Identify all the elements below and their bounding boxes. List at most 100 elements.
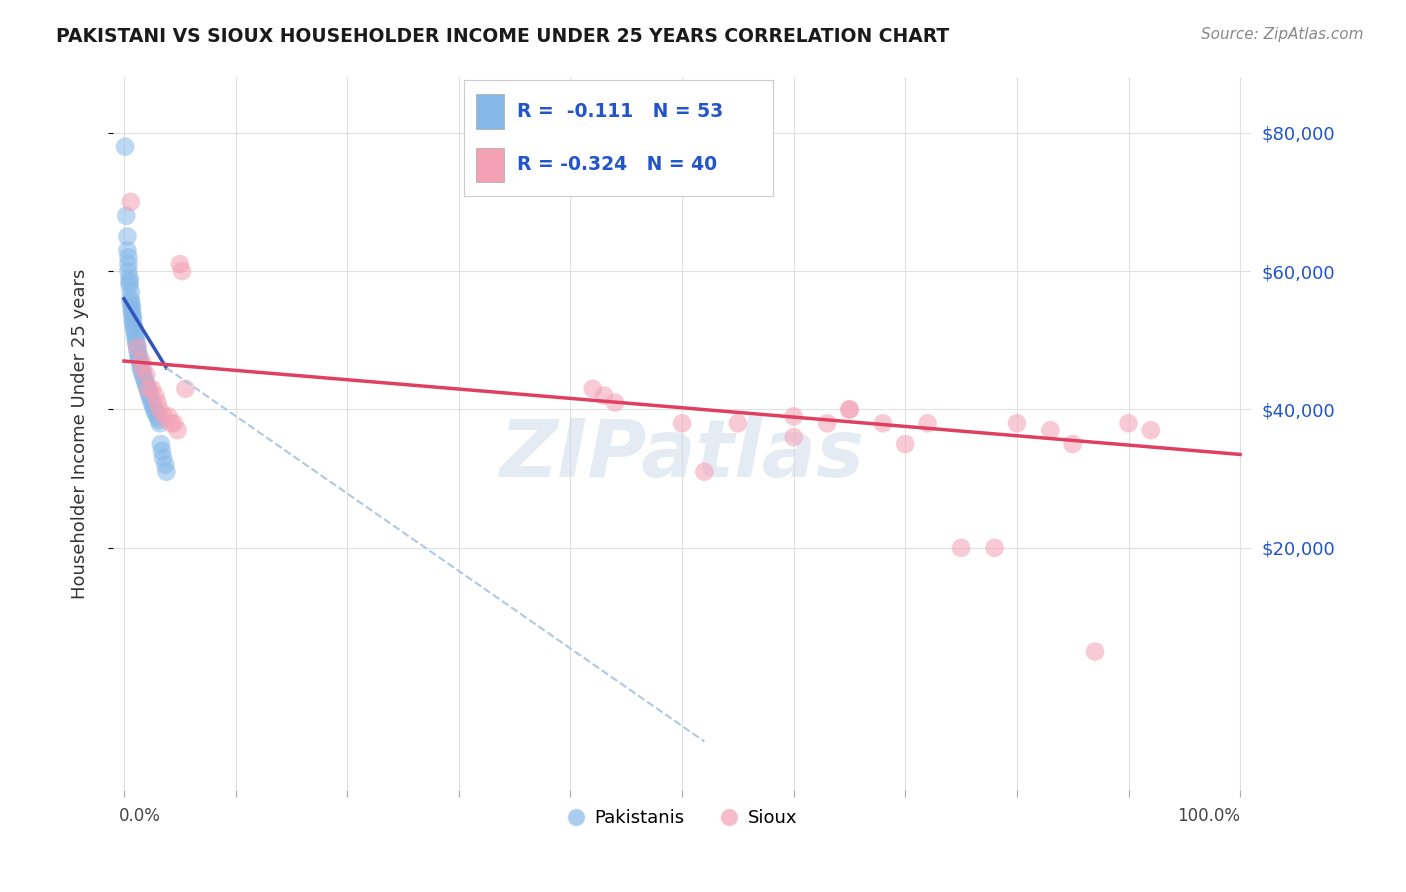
- Y-axis label: Householder Income Under 25 years: Householder Income Under 25 years: [72, 268, 89, 599]
- Point: [135, 368, 157, 382]
- Point: [174, 382, 197, 396]
- Point: [1140, 423, 1163, 437]
- Point: [693, 465, 716, 479]
- Point: [136, 382, 159, 396]
- Point: [132, 368, 155, 382]
- Point: [120, 285, 142, 299]
- Point: [148, 413, 170, 427]
- Point: [122, 309, 145, 323]
- Point: [122, 319, 145, 334]
- Point: [128, 354, 150, 368]
- Point: [950, 541, 973, 555]
- Point: [727, 417, 749, 431]
- Point: [582, 382, 605, 396]
- Point: [128, 351, 150, 365]
- Point: [1062, 437, 1084, 451]
- Point: [166, 423, 188, 437]
- Point: [149, 417, 172, 431]
- Point: [149, 402, 172, 417]
- Point: [138, 385, 160, 400]
- Point: [815, 417, 838, 431]
- Point: [142, 399, 165, 413]
- Point: [143, 389, 166, 403]
- Point: [150, 444, 173, 458]
- Point: [782, 409, 804, 424]
- Point: [169, 257, 191, 271]
- Point: [117, 244, 139, 258]
- Point: [120, 295, 142, 310]
- Point: [117, 257, 139, 271]
- Point: [146, 395, 169, 409]
- Point: [143, 406, 166, 420]
- FancyBboxPatch shape: [477, 147, 505, 182]
- Point: [132, 361, 155, 376]
- Point: [122, 323, 145, 337]
- Text: R =  -0.111   N = 53: R = -0.111 N = 53: [516, 102, 723, 121]
- Point: [117, 250, 139, 264]
- Point: [128, 347, 150, 361]
- Point: [132, 371, 155, 385]
- Point: [149, 437, 172, 451]
- Point: [117, 229, 139, 244]
- Text: PAKISTANI VS SIOUX HOUSEHOLDER INCOME UNDER 25 YEARS CORRELATION CHART: PAKISTANI VS SIOUX HOUSEHOLDER INCOME UN…: [56, 27, 949, 45]
- Point: [120, 292, 142, 306]
- Point: [872, 417, 894, 431]
- Point: [121, 305, 143, 319]
- Point: [125, 333, 148, 347]
- Point: [117, 264, 139, 278]
- Point: [127, 343, 149, 358]
- Point: [138, 382, 160, 396]
- Point: [125, 336, 148, 351]
- Text: ZIPatlas: ZIPatlas: [499, 416, 865, 494]
- Point: [115, 209, 138, 223]
- Point: [134, 375, 156, 389]
- Point: [671, 417, 693, 431]
- Point: [153, 409, 176, 424]
- Point: [129, 358, 152, 372]
- Point: [160, 417, 183, 431]
- Point: [118, 271, 141, 285]
- Legend: Pakistanis, Sioux: Pakistanis, Sioux: [560, 802, 804, 834]
- Point: [135, 378, 157, 392]
- Point: [127, 340, 149, 354]
- Point: [894, 437, 917, 451]
- Point: [157, 409, 180, 424]
- Point: [170, 264, 193, 278]
- Point: [131, 364, 153, 378]
- Point: [163, 417, 186, 431]
- Point: [152, 450, 174, 465]
- Point: [114, 139, 136, 153]
- Point: [121, 302, 143, 317]
- Point: [122, 312, 145, 326]
- Point: [131, 354, 153, 368]
- Point: [155, 465, 177, 479]
- Point: [124, 326, 146, 341]
- Point: [146, 409, 169, 424]
- Text: 0.0%: 0.0%: [118, 807, 160, 825]
- Point: [593, 389, 616, 403]
- Point: [155, 458, 177, 472]
- Point: [121, 299, 143, 313]
- Point: [118, 277, 141, 292]
- Point: [1005, 417, 1028, 431]
- Point: [782, 430, 804, 444]
- Point: [127, 340, 149, 354]
- Point: [917, 417, 939, 431]
- Point: [1118, 417, 1140, 431]
- Point: [122, 316, 145, 330]
- Point: [143, 402, 166, 417]
- Point: [603, 395, 626, 409]
- Point: [1084, 644, 1107, 658]
- Point: [129, 361, 152, 376]
- Point: [838, 402, 860, 417]
- Point: [141, 382, 163, 396]
- Point: [118, 275, 141, 289]
- Text: R = -0.324   N = 40: R = -0.324 N = 40: [516, 155, 717, 175]
- FancyBboxPatch shape: [477, 95, 505, 129]
- Point: [120, 194, 142, 209]
- Point: [1039, 423, 1062, 437]
- Text: Source: ZipAtlas.com: Source: ZipAtlas.com: [1201, 27, 1364, 42]
- Text: 100.0%: 100.0%: [1177, 807, 1240, 825]
- Point: [124, 330, 146, 344]
- Point: [983, 541, 1005, 555]
